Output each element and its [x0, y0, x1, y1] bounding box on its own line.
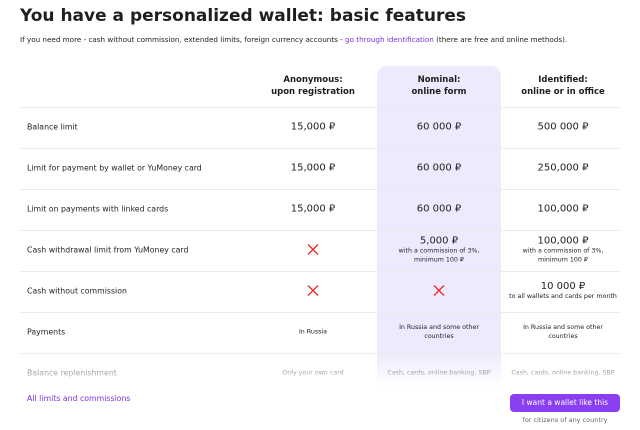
cell: 100,000 ₽: [501, 204, 625, 215]
subtitle-text: If you need more - cash without commissi…: [20, 35, 346, 44]
title: You have a personalized wallet: basic fe…: [20, 6, 467, 26]
cell: In Russia: [251, 328, 375, 337]
subtitle-text: (there are free and online methods).: [433, 35, 568, 44]
cross-icon: [307, 244, 319, 255]
cell-note: to all wallets and cards per month: [509, 293, 617, 300]
cell: 15,000 ₽: [251, 204, 375, 215]
cross-icon: [307, 285, 319, 296]
row-label: Limit for payment by wallet or YuMoney c…: [27, 163, 202, 173]
separator: [20, 230, 620, 231]
subtitle: If you need more - cash without commissi…: [20, 35, 567, 44]
cell-note: with a commission of 3%, minimum 100 ₽: [522, 247, 604, 264]
cell: 60 000 ₽: [377, 122, 501, 133]
row-label: Limit on payments with linked cards: [27, 204, 169, 214]
wallet-button[interactable]: I want a wallet like this: [510, 394, 620, 412]
cell: 60 000 ₽: [377, 163, 501, 174]
identification-link[interactable]: go through identification: [345, 35, 434, 44]
cell: 15,000 ₽: [251, 122, 375, 133]
cell-note: with a commission of 3%, minimum 100 ₽: [398, 247, 480, 264]
column-header: Nominal: online form: [377, 74, 501, 98]
column-header-line: Anonymous:: [283, 75, 343, 85]
column-header-line: Identified:: [538, 75, 588, 85]
limits-link[interactable]: All limits and commissions: [27, 394, 131, 403]
highlight-column: [377, 66, 501, 406]
cell-value: 100,000 ₽: [537, 203, 589, 215]
separator: [20, 189, 620, 190]
cell: 100,000 ₽ with a commission of 3%, minimu…: [501, 236, 625, 265]
separator: [20, 148, 620, 149]
separator: [20, 107, 620, 108]
separator: [20, 312, 620, 313]
cell-value: 60 000 ₽: [416, 162, 462, 174]
cell: 250,000 ₽: [501, 163, 625, 174]
cell-note: In Russia and some other countries: [399, 324, 479, 340]
cell-value: 15,000 ₽: [290, 121, 336, 133]
cell: In Russia and some other countries: [501, 323, 625, 341]
row-label: Payments: [27, 327, 66, 337]
column-header-line: upon registration: [271, 87, 355, 97]
cell-value: 250,000 ₽: [537, 162, 589, 174]
cell-note: In Russia: [298, 328, 328, 336]
cross-icon: [433, 285, 445, 296]
cell: 500 000 ₽: [501, 122, 625, 133]
separator: [20, 271, 620, 272]
cell-note: In Russia and some other countries: [523, 324, 603, 340]
cell-value: 60 000 ₽: [416, 203, 462, 215]
column-header-line: online form: [411, 87, 467, 97]
cell-value: 15,000 ₽: [290, 162, 336, 174]
column-header-line: Nominal:: [417, 75, 461, 85]
row-label: Balance limit: [27, 122, 78, 132]
column-header-line: online or in office: [521, 87, 605, 97]
cell: 5,000 ₽ with a commission of 3%, minimum …: [377, 236, 501, 265]
button-note: for citizens of any country: [522, 416, 608, 424]
fade: [0, 352, 640, 430]
cell: [251, 282, 375, 301]
cell-value: 15,000 ₽: [290, 203, 336, 215]
cell-value: 60 000 ₽: [416, 121, 462, 133]
cell-value: 100,000 ₽: [537, 235, 589, 247]
column-header: Identified: online or in office: [501, 74, 625, 98]
cell-value: 500 000 ₽: [537, 121, 589, 133]
cell: 15,000 ₽: [251, 163, 375, 174]
cell-value: 10 000 ₽: [540, 281, 586, 292]
row-label: Cash withdrawal limit from YuMoney card: [27, 245, 189, 255]
row-label: Cash without commission: [27, 286, 127, 296]
cell: In Russia and some other countries: [377, 323, 501, 341]
column-header: Anonymous: upon registration: [251, 74, 375, 98]
cell: 60 000 ₽: [377, 204, 501, 215]
cell-value: 5,000 ₽: [419, 235, 459, 247]
cell: 10 000 ₽ to all wallets and cards per mon…: [501, 281, 625, 301]
cell: [377, 282, 501, 301]
cell: [251, 241, 375, 260]
